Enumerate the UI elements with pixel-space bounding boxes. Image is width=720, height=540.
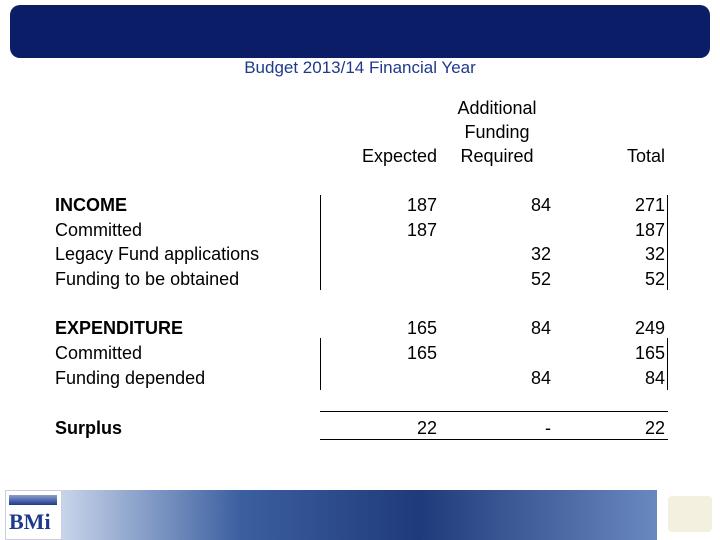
cell: - bbox=[545, 418, 551, 438]
cell: 84 bbox=[530, 318, 551, 338]
border bbox=[320, 338, 321, 390]
cell: 32 bbox=[644, 244, 665, 264]
partner-logo bbox=[668, 496, 712, 532]
row-label: INCOME bbox=[55, 195, 127, 215]
row-label: Committed bbox=[55, 220, 143, 240]
cell: 84 bbox=[530, 195, 551, 215]
cell: 187 bbox=[406, 195, 437, 215]
row-label: Funding depended bbox=[55, 368, 206, 388]
footer: BMi bbox=[0, 488, 720, 540]
column-header: Total bbox=[626, 146, 665, 166]
cell: 165 bbox=[406, 318, 437, 338]
header-banner bbox=[10, 5, 710, 58]
border bbox=[320, 411, 668, 412]
row-label: Surplus bbox=[55, 418, 123, 438]
border bbox=[667, 338, 668, 390]
cell: 22 bbox=[416, 418, 437, 438]
logo-mark bbox=[9, 495, 57, 505]
cell: 52 bbox=[644, 269, 665, 289]
cell: 84 bbox=[530, 368, 551, 388]
cell: 22 bbox=[644, 418, 665, 438]
border bbox=[320, 195, 321, 290]
cell: 249 bbox=[634, 318, 665, 338]
cell: 84 bbox=[644, 368, 665, 388]
cell: 32 bbox=[530, 244, 551, 264]
border bbox=[667, 195, 668, 290]
cell: 187 bbox=[634, 220, 665, 240]
row-label: EXPENDITURE bbox=[55, 318, 184, 338]
column-header: Expected bbox=[361, 146, 437, 166]
cell: 52 bbox=[530, 269, 551, 289]
footer-collage bbox=[62, 490, 657, 540]
cell: 187 bbox=[406, 220, 437, 240]
row-label: Funding to be obtained bbox=[55, 269, 240, 289]
slide-title: Budget 2013/14 Financial Year bbox=[244, 58, 476, 77]
column-header: Additional Funding Required bbox=[457, 98, 537, 166]
border bbox=[320, 439, 668, 440]
cell: 271 bbox=[634, 195, 665, 215]
cell: 165 bbox=[406, 343, 437, 363]
cell: 165 bbox=[634, 343, 665, 363]
logo-text: BMi bbox=[9, 509, 51, 534]
row-label: Legacy Fund applications bbox=[55, 244, 260, 264]
logo-box: BMi bbox=[5, 490, 62, 540]
row-label: Committed bbox=[55, 343, 143, 363]
